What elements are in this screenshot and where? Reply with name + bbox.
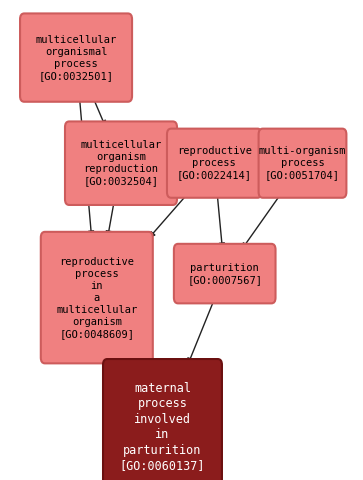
FancyBboxPatch shape xyxy=(41,232,153,363)
Text: multicellular
organism
reproduction
[GO:0032504]: multicellular organism reproduction [GO:… xyxy=(80,140,162,186)
FancyBboxPatch shape xyxy=(174,244,276,303)
Text: multi-organism
process
[GO:0051704]: multi-organism process [GO:0051704] xyxy=(259,146,346,180)
Text: reproductive
process
[GO:0022414]: reproductive process [GO:0022414] xyxy=(177,146,252,180)
Text: reproductive
process
in
a
multicellular
organism
[GO:0048609]: reproductive process in a multicellular … xyxy=(56,257,138,338)
FancyBboxPatch shape xyxy=(65,121,177,205)
FancyBboxPatch shape xyxy=(258,129,346,198)
FancyBboxPatch shape xyxy=(20,13,132,102)
Text: parturition
[GO:0007567]: parturition [GO:0007567] xyxy=(187,263,262,285)
Text: multicellular
organismal
process
[GO:0032501]: multicellular organismal process [GO:003… xyxy=(36,35,117,81)
FancyBboxPatch shape xyxy=(167,129,262,198)
Text: maternal
process
involved
in
parturition
[GO:0060137]: maternal process involved in parturition… xyxy=(120,382,205,472)
FancyBboxPatch shape xyxy=(103,359,222,480)
